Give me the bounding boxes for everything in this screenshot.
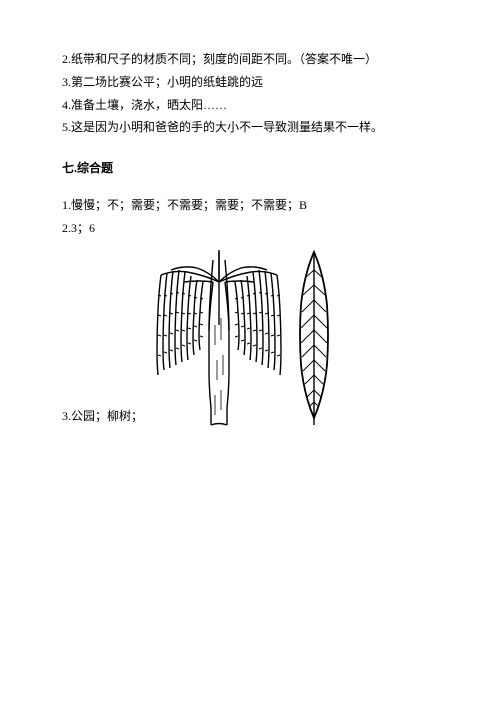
comp-item-3-row: 3.公园；柳树； (62, 240, 438, 438)
comp-item-3-label: 3.公园；柳树； (62, 405, 143, 438)
willow-leaf-svg (149, 240, 344, 430)
section-title: 七.综合题 (62, 157, 438, 180)
comp-item-1: 1.慢慢；不；需要；不需要；需要；不需要；B (62, 194, 438, 217)
answer-item-2: 2.纸带和尺子的材质不同；刻度的间距不同。（答案不唯一） (62, 48, 438, 71)
answer-item-5: 5.这是因为小明和爸爸的手的大小不一导致测量结果不一样。 (62, 116, 438, 139)
willow-tree-illustration (149, 240, 344, 438)
answer-list: 2.纸带和尺子的材质不同；刻度的间距不同。（答案不唯一） 3.第二场比赛公平；小… (62, 48, 438, 139)
comprehensive-answers: 1.慢慢；不；需要；不需要；需要；不需要；B 2.3；6 3.公园；柳树； (62, 194, 438, 437)
answer-item-3: 3.第二场比赛公平；小明的纸蛙跳的远 (62, 71, 438, 94)
comp-item-2: 2.3；6 (62, 217, 438, 240)
answer-item-4: 4.准备土壤，浇水，晒太阳…… (62, 94, 438, 117)
